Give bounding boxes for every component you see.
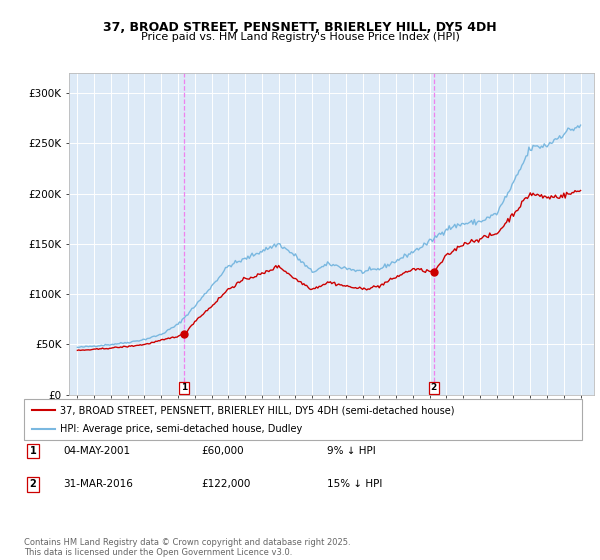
Text: HPI: Average price, semi-detached house, Dudley: HPI: Average price, semi-detached house,… — [60, 424, 302, 433]
Text: Price paid vs. HM Land Registry's House Price Index (HPI): Price paid vs. HM Land Registry's House … — [140, 32, 460, 43]
Text: 31-MAR-2016: 31-MAR-2016 — [63, 479, 133, 489]
Text: £122,000: £122,000 — [201, 479, 250, 489]
Text: 37, BROAD STREET, PENSNETT, BRIERLEY HILL, DY5 4DH (semi-detached house): 37, BROAD STREET, PENSNETT, BRIERLEY HIL… — [60, 405, 455, 415]
Text: 9% ↓ HPI: 9% ↓ HPI — [327, 446, 376, 456]
Text: Contains HM Land Registry data © Crown copyright and database right 2025.
This d: Contains HM Land Registry data © Crown c… — [24, 538, 350, 557]
Text: £60,000: £60,000 — [201, 446, 244, 456]
Text: 04-MAY-2001: 04-MAY-2001 — [63, 446, 130, 456]
Text: 37, BROAD STREET, PENSNETT, BRIERLEY HILL, DY5 4DH: 37, BROAD STREET, PENSNETT, BRIERLEY HIL… — [103, 21, 497, 34]
Text: 2: 2 — [431, 383, 437, 393]
Text: 1: 1 — [181, 383, 187, 393]
Text: 15% ↓ HPI: 15% ↓ HPI — [327, 479, 382, 489]
Text: 2: 2 — [29, 479, 37, 489]
Text: 1: 1 — [29, 446, 37, 456]
